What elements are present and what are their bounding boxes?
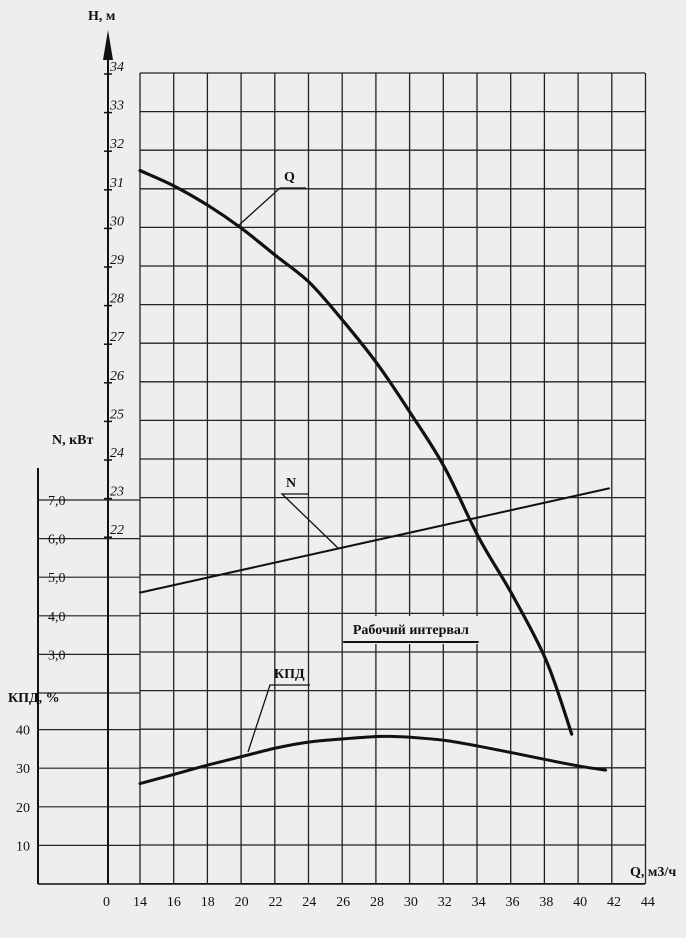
series-n-leader <box>280 493 339 549</box>
n-tick-1: 4,0 <box>48 610 66 625</box>
x-tick-42: 42 <box>607 895 621 910</box>
x-axis-label: Q, м3/ч <box>630 865 676 880</box>
h-axis-arrow <box>103 30 113 60</box>
eff-tick-10: 10 <box>16 839 30 854</box>
series-eff-leader <box>247 684 310 753</box>
h-tick-34: 34 <box>109 60 124 75</box>
x-tick-24: 24 <box>302 895 316 910</box>
n-axis-label: N, кВт <box>52 433 94 448</box>
series-n-curve <box>139 487 610 594</box>
x-tick-30: 30 <box>404 895 418 910</box>
x-tick-22: 22 <box>268 895 282 910</box>
h-tick-29: 29 <box>110 253 124 268</box>
series-eff-curve <box>138 734 608 786</box>
h-tick-28: 28 <box>110 292 124 307</box>
h-axis-label: H, м <box>88 9 116 24</box>
h-tick-25: 25 <box>110 407 124 422</box>
x-tick-20: 20 <box>235 895 249 910</box>
h-tick-31: 31 <box>109 176 124 191</box>
curves <box>138 168 610 786</box>
x-tick-44: 44 <box>641 895 655 910</box>
x-tick-38: 38 <box>539 895 553 910</box>
x-tick-28: 28 <box>370 895 384 910</box>
h-tick-33: 33 <box>109 99 124 114</box>
origin-label: 0 <box>103 895 110 910</box>
h-tick-24: 24 <box>110 446 124 461</box>
h-tick-27: 27 <box>110 330 125 345</box>
n-tick-0: 3,0 <box>48 648 66 663</box>
eff-tick-20: 20 <box>16 801 30 816</box>
h-tick-23: 23 <box>110 485 124 500</box>
tick-labels: 14 16 18 20 22 24 26 28 30 32 34 36 38 40 42 44 22 23 24 25… <box>16 60 655 910</box>
curve-labels: Q N КПД Рабочий интервал <box>237 170 479 753</box>
working-range-box <box>343 616 479 644</box>
h-tick-22: 22 <box>110 523 124 538</box>
h-tick-32: 32 <box>109 137 124 152</box>
x-tick-32: 32 <box>438 895 452 910</box>
series-eff-label: КПД <box>274 667 305 682</box>
x-tick-40: 40 <box>573 895 587 910</box>
axes <box>37 30 645 885</box>
x-tick-14: 14 <box>133 895 147 910</box>
x-tick-34: 34 <box>472 895 486 910</box>
n-tick-4: 7,0 <box>48 494 66 509</box>
x-tick-26: 26 <box>336 895 350 910</box>
x-tick-18: 18 <box>201 895 215 910</box>
series-q-label: Q <box>284 170 295 185</box>
series-q-curve <box>138 168 574 736</box>
eff-axis-label: КПД, % <box>8 691 60 706</box>
x-tick-36: 36 <box>505 895 519 910</box>
working-range-label: Рабочий интервал <box>353 623 469 638</box>
h-tick-30: 30 <box>109 214 124 229</box>
n-tick-2: 5,0 <box>48 571 66 586</box>
series-q-leader <box>237 187 306 227</box>
eff-tick-40: 40 <box>16 724 30 739</box>
eff-tick-30: 30 <box>16 762 30 777</box>
n-tick-3: 6,0 <box>48 533 66 548</box>
series-n-label: N <box>286 476 296 491</box>
h-tick-26: 26 <box>110 369 124 384</box>
x-tick-16: 16 <box>167 895 181 910</box>
